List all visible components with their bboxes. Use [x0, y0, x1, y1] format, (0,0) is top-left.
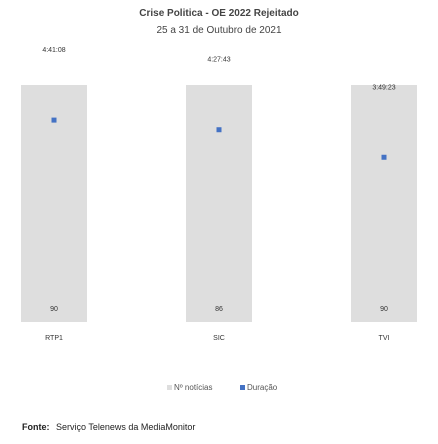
duration-point-sic: [216, 127, 222, 133]
legend-swatch-duracao: [240, 385, 245, 390]
legend: Nº notícias Duração: [167, 383, 278, 392]
duration-label-tvi: 3:49:23: [372, 84, 395, 91]
source-label: Fonte:: [22, 422, 50, 432]
bar-value-label-sic: 86: [215, 306, 223, 313]
duration-label-sic: 4:27:43: [207, 57, 230, 64]
chart-title: Crise Politica - OE 2022 Rejeitado: [139, 8, 299, 19]
legend-label-duracao: Duração: [247, 383, 278, 392]
duration-point-tvi: [381, 154, 387, 160]
bar-value-label-rtp1: 90: [50, 306, 58, 313]
category-label-sic: SIC: [213, 335, 225, 342]
category-label-rtp1: RTP1: [45, 335, 63, 342]
category-label-tvi: TVI: [379, 335, 390, 342]
bar-rtp1: [21, 85, 87, 322]
duration-point-rtp1: [51, 117, 57, 123]
source-text: Serviço Telenews da MediaMonitor: [56, 422, 195, 432]
legend-swatch-noticias: [167, 385, 172, 390]
plot-area: 90 RTP1 4:41:08 86 SIC 4:27:43 90 TVI 3:49:23: [21, 47, 417, 342]
legend-label-noticias: Nº notícias: [174, 383, 213, 392]
bar-sic: [186, 85, 252, 322]
source-note: Fonte: Serviço Telenews da MediaMonitor: [22, 422, 195, 432]
bar-tvi: [351, 85, 417, 322]
chart-subtitle: 25 a 31 de Outubro de 2021: [156, 25, 282, 36]
duration-label-rtp1: 4:41:08: [42, 47, 65, 54]
bar-value-label-tvi: 90: [380, 306, 388, 313]
